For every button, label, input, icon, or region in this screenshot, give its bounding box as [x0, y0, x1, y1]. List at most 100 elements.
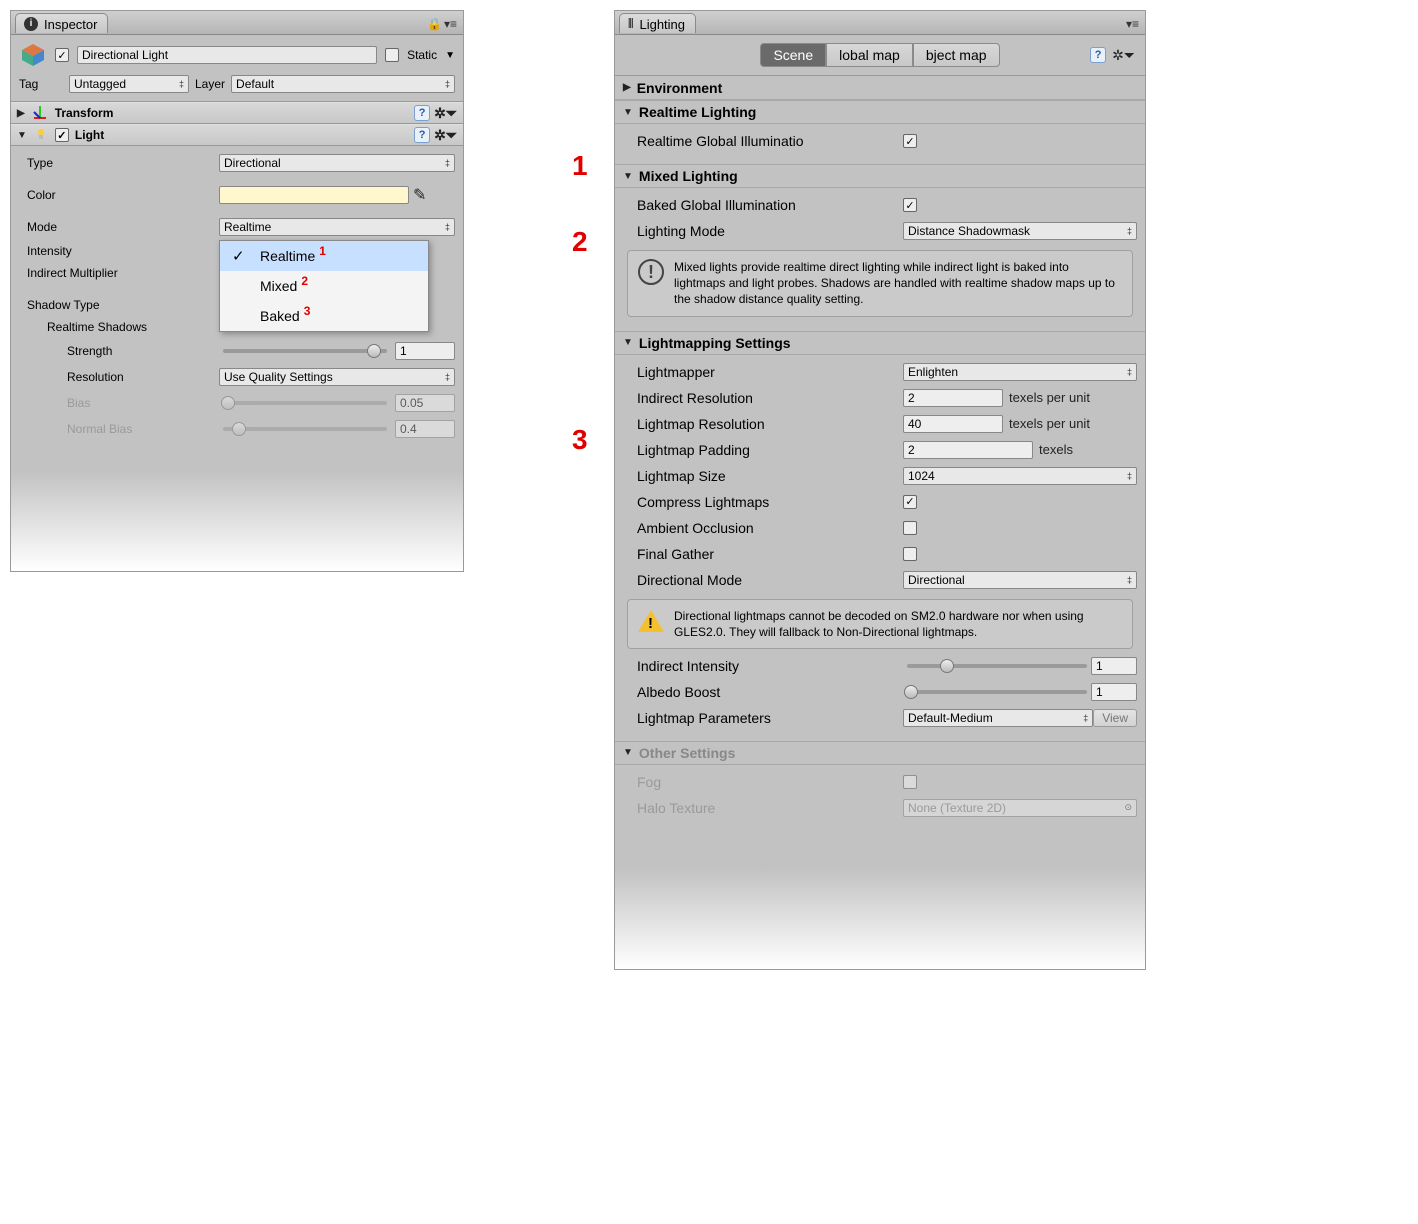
- mode-option-baked[interactable]: Baked 3: [220, 301, 428, 331]
- light-icon: [33, 126, 49, 145]
- lock-icon[interactable]: 🔒: [427, 17, 442, 31]
- tag-dropdown[interactable]: Untagged‡: [69, 75, 189, 93]
- color-field[interactable]: [219, 186, 409, 204]
- mode-dropdown[interactable]: Realtime‡: [219, 218, 455, 236]
- resolution-label: Resolution: [19, 370, 219, 384]
- halo-texture-field[interactable]: None (Texture 2D)⊙: [903, 799, 1137, 817]
- type-label: Type: [19, 156, 219, 170]
- lightmap-resolution-unit: texels per unit: [1009, 416, 1090, 431]
- gear-icon[interactable]: ✲⏷: [434, 105, 457, 122]
- albedo-boost-value[interactable]: 1: [1091, 683, 1137, 701]
- compress-lightmaps-checkbox[interactable]: [903, 495, 917, 509]
- indirect-intensity-slider[interactable]: [907, 664, 1087, 668]
- lightmap-size-dropdown[interactable]: 1024‡: [903, 467, 1137, 485]
- mixed-lighting-body: Baked Global Illumination Lighting Mode …: [615, 188, 1145, 331]
- panel-options[interactable]: ▾≡: [1126, 17, 1139, 31]
- bgi-checkbox[interactable]: [903, 198, 917, 212]
- normal-bias-label: Normal Bias: [19, 422, 219, 436]
- panel-options[interactable]: 🔒 ▾≡: [427, 17, 457, 31]
- realtime-lighting-body: Realtime Global Illuminatio: [615, 124, 1145, 164]
- slider-thumb[interactable]: [904, 685, 918, 699]
- slider-thumb[interactable]: [221, 396, 235, 410]
- eyedropper-icon[interactable]: ✎: [413, 185, 426, 205]
- mode-option-mixed[interactable]: Mixed 2: [220, 271, 428, 301]
- environment-header[interactable]: ▶ Environment: [615, 76, 1145, 100]
- static-checkbox[interactable]: [385, 48, 399, 62]
- gear-icon[interactable]: ✲⏷: [1112, 47, 1135, 64]
- help-icon[interactable]: ?: [414, 127, 430, 143]
- indirect-resolution-field[interactable]: 2: [903, 389, 1003, 407]
- slider-thumb[interactable]: [232, 422, 246, 436]
- slider-thumb[interactable]: [940, 659, 954, 673]
- static-label: Static: [407, 48, 437, 62]
- intensity-label: Intensity: [19, 244, 219, 258]
- strength-value[interactable]: 1: [395, 342, 455, 360]
- inspector-tab[interactable]: i Inspector: [15, 13, 108, 33]
- lightmap-resolution-label: Lightmap Resolution: [623, 416, 903, 432]
- help-icon[interactable]: ?: [414, 105, 430, 121]
- normal-bias-value[interactable]: 0.4: [395, 420, 455, 438]
- lightmap-resolution-field[interactable]: 40: [903, 415, 1003, 433]
- directional-mode-label: Directional Mode: [623, 572, 903, 588]
- lightmapping-body: Lightmapper Enlighten‡ Indirect Resoluti…: [615, 355, 1145, 741]
- transform-header[interactable]: ▶ Transform ? ✲⏷: [11, 102, 463, 124]
- static-dropdown-caret[interactable]: ▼: [445, 50, 455, 61]
- gear-icon[interactable]: ✲⏷: [434, 127, 457, 144]
- lightmap-parameters-dropdown[interactable]: Default-Medium‡: [903, 709, 1093, 727]
- lightmapper-dropdown[interactable]: Enlighten‡: [903, 363, 1137, 381]
- gameobject-name-field[interactable]: Directional Light: [77, 46, 377, 64]
- other-settings-header[interactable]: ▼ Other Settings: [615, 741, 1145, 765]
- type-dropdown[interactable]: Directional‡: [219, 154, 455, 172]
- gameobject-active-checkbox[interactable]: [55, 48, 69, 62]
- gameobject-name-value: Directional Light: [82, 48, 168, 62]
- realtime-lighting-header[interactable]: ▼ Realtime Lighting: [615, 100, 1145, 124]
- lightmap-size-label: Lightmap Size: [623, 468, 903, 484]
- albedo-boost-slider[interactable]: [907, 690, 1087, 694]
- strength-slider[interactable]: [223, 349, 387, 353]
- indirect-resolution-label: Indirect Resolution: [623, 390, 903, 406]
- seg-global-maps[interactable]: lobal map: [826, 43, 913, 67]
- layer-value: Default: [236, 77, 274, 91]
- view-button[interactable]: View: [1093, 709, 1137, 727]
- collapse-icon: ▶: [623, 82, 631, 93]
- normal-bias-slider[interactable]: [223, 427, 387, 431]
- final-gather-checkbox[interactable]: [903, 547, 917, 561]
- light-enabled-checkbox[interactable]: [55, 128, 69, 142]
- anno-3: 3: [304, 304, 311, 318]
- lighting-panel: ⫴ Lighting ▾≡ Scene lobal map bject map …: [614, 10, 1146, 970]
- rgi-checkbox[interactable]: [903, 134, 917, 148]
- seg-scene[interactable]: Scene: [760, 43, 826, 67]
- lightmap-padding-field[interactable]: 2: [903, 441, 1033, 459]
- fog-checkbox[interactable]: [903, 775, 917, 789]
- bias-value[interactable]: 0.05: [395, 394, 455, 412]
- gameobject-icon[interactable]: [19, 41, 47, 69]
- mode-option-realtime[interactable]: ✓ Realtime 1: [220, 241, 428, 271]
- mode-value: Realtime: [224, 220, 271, 234]
- menu-icon[interactable]: ▾≡: [444, 17, 457, 31]
- menu-icon[interactable]: ▾≡: [1126, 17, 1139, 31]
- compress-lightmaps-label: Compress Lightmaps: [623, 494, 903, 510]
- strength-label: Strength: [19, 344, 219, 358]
- resolution-dropdown[interactable]: Use Quality Settings‡: [219, 368, 455, 386]
- indirect-intensity-value[interactable]: 1: [1091, 657, 1137, 675]
- directional-mode-dropdown[interactable]: Directional‡: [903, 571, 1137, 589]
- mixed-lighting-header[interactable]: ▼ Mixed Lighting: [615, 164, 1145, 188]
- fade-overlay: [11, 471, 463, 571]
- lightmapping-header[interactable]: ▼ Lightmapping Settings: [615, 331, 1145, 355]
- ambient-occlusion-label: Ambient Occlusion: [623, 520, 903, 536]
- lightmapper-label: Lightmapper: [623, 364, 903, 380]
- light-header[interactable]: ▼ Light ? ✲⏷: [11, 124, 463, 146]
- ambient-occlusion-checkbox[interactable]: [903, 521, 917, 535]
- directional-mode-value: Directional: [908, 573, 965, 587]
- mode-option-label: Realtime: [260, 248, 315, 264]
- layer-dropdown[interactable]: Default‡: [231, 75, 455, 93]
- help-icon[interactable]: ?: [1090, 47, 1106, 63]
- bias-slider[interactable]: [223, 401, 387, 405]
- lighting-tab[interactable]: ⫴ Lighting: [619, 13, 696, 33]
- seg-object-maps[interactable]: bject map: [913, 43, 1000, 67]
- slider-thumb[interactable]: [367, 344, 381, 358]
- lighting-toolbar: Scene lobal map bject map ? ✲⏷: [615, 35, 1145, 76]
- color-label: Color: [19, 188, 219, 202]
- tag-label: Tag: [19, 77, 63, 91]
- lighting-mode-dropdown[interactable]: Distance Shadowmask‡: [903, 222, 1137, 240]
